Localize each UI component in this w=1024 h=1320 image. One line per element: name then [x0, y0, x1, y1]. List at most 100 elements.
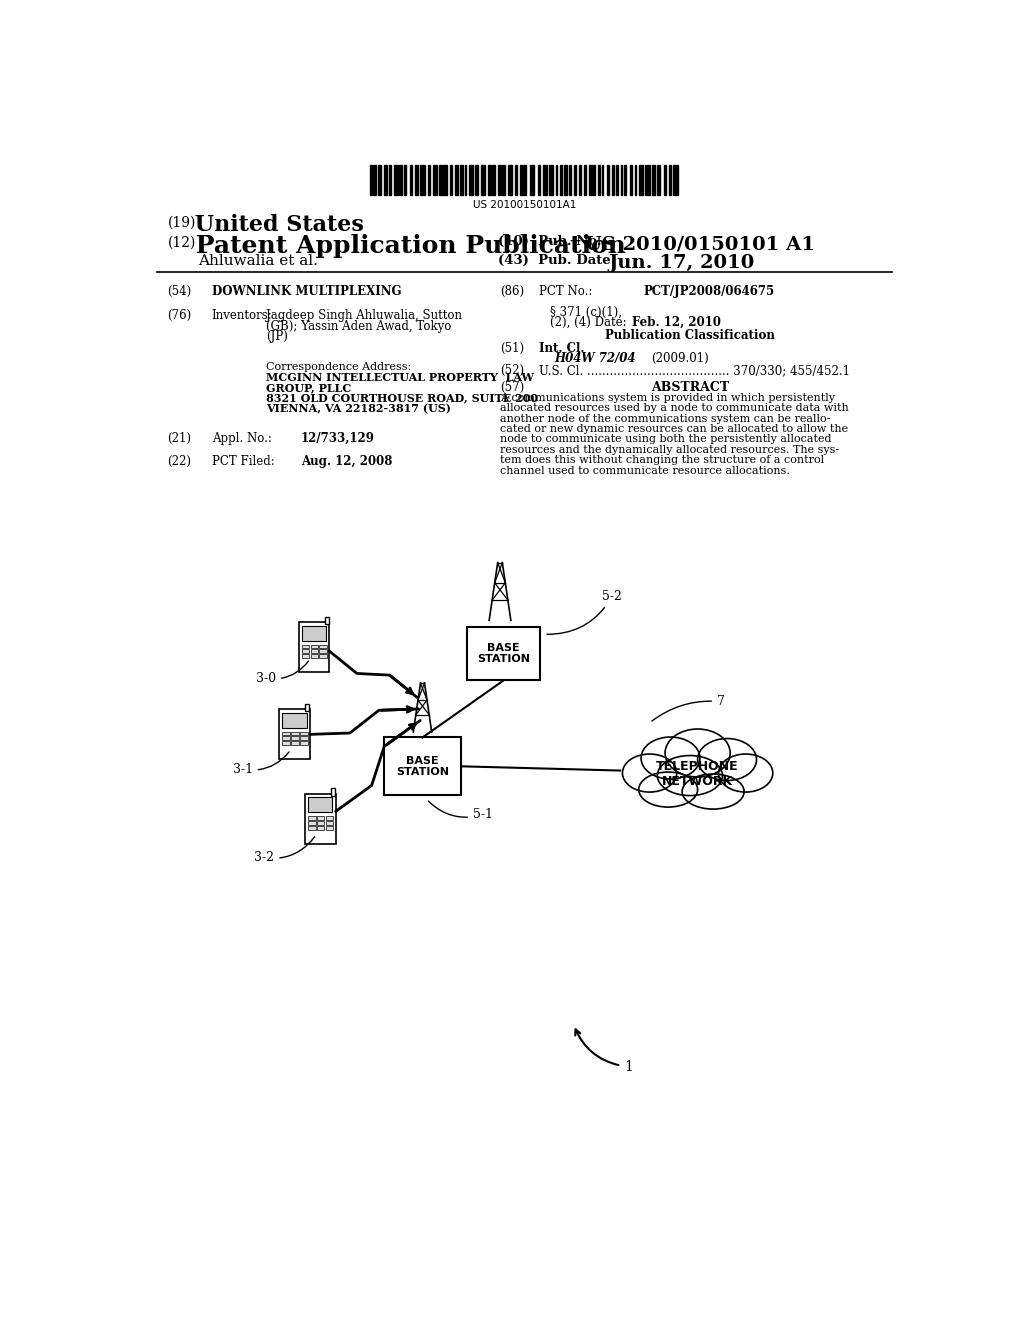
Bar	[319, 644, 327, 648]
Text: § 371 (c)(1),: § 371 (c)(1),	[550, 305, 623, 318]
Bar	[291, 731, 299, 735]
Bar	[602, 165, 603, 195]
Text: Feb. 12, 2010: Feb. 12, 2010	[632, 315, 721, 329]
Bar	[579, 165, 582, 195]
Bar	[645, 165, 646, 195]
Ellipse shape	[665, 729, 730, 777]
Text: US 2010/0150101 A1: US 2010/0150101 A1	[586, 235, 815, 253]
Text: (2009.01): (2009.01)	[651, 352, 709, 366]
Bar	[530, 165, 534, 195]
Bar	[283, 713, 307, 727]
Bar	[635, 165, 636, 195]
Bar	[428, 165, 430, 195]
Text: Patent Application Publication: Patent Application Publication	[187, 234, 626, 257]
Bar	[319, 649, 327, 653]
Text: U.S. Cl. ...................................... 370/330; 455/452.1: U.S. Cl. ...............................…	[539, 364, 850, 378]
Text: Inventors:: Inventors:	[212, 309, 272, 322]
Bar	[502, 165, 505, 195]
Text: (51): (51)	[500, 342, 524, 355]
Bar	[481, 165, 485, 195]
Text: 12/733,129: 12/733,129	[301, 432, 375, 445]
Text: channel used to communicate resource allocations.: channel used to communicate resource all…	[500, 466, 790, 475]
Bar	[543, 165, 547, 195]
Bar	[310, 644, 318, 648]
Bar	[523, 165, 526, 195]
Bar	[569, 165, 570, 195]
Bar	[657, 165, 660, 195]
Text: Appl. No.:: Appl. No.:	[212, 432, 271, 445]
Text: (GB); Yassin Aden Awad, Tokyo: (GB); Yassin Aden Awad, Tokyo	[266, 319, 452, 333]
Text: 5-2: 5-2	[547, 590, 623, 635]
Bar	[389, 165, 391, 195]
Bar	[415, 165, 418, 195]
Bar	[465, 165, 466, 195]
Bar	[283, 737, 290, 741]
Bar	[443, 165, 447, 195]
Text: VIENNA, VA 22182-3817 (US): VIENNA, VA 22182-3817 (US)	[266, 404, 451, 414]
Bar	[308, 826, 315, 830]
Bar	[308, 821, 315, 825]
Text: cated or new dynamic resources can be allocated to allow the: cated or new dynamic resources can be al…	[500, 424, 848, 434]
Text: 5-1: 5-1	[428, 801, 493, 821]
Text: tem does this without changing the structure of a control: tem does this without changing the struc…	[500, 455, 824, 465]
Bar	[508, 165, 512, 195]
Bar	[305, 795, 336, 843]
Bar	[433, 165, 436, 195]
Text: (10)  Pub. No.:: (10) Pub. No.:	[499, 235, 607, 248]
Text: (22): (22)	[167, 455, 190, 467]
Text: 8321 OLD COURTHOUSE ROAD, SUITE 200: 8321 OLD COURTHOUSE ROAD, SUITE 200	[266, 393, 538, 404]
Bar	[607, 165, 609, 195]
Bar	[326, 816, 333, 820]
Bar	[326, 826, 333, 830]
Bar	[621, 165, 623, 195]
Text: ABSTRACT: ABSTRACT	[651, 381, 729, 393]
Bar	[560, 165, 562, 195]
Text: A communications system is provided in which persistently: A communications system is provided in w…	[500, 393, 835, 403]
Text: (21): (21)	[167, 432, 190, 445]
Bar	[325, 616, 329, 624]
Text: (54): (54)	[167, 285, 191, 298]
Text: BASE
STATION: BASE STATION	[477, 643, 530, 664]
Text: 1: 1	[575, 1030, 633, 1074]
Text: 3-2: 3-2	[254, 837, 314, 865]
Text: PCT Filed:: PCT Filed:	[212, 455, 274, 467]
Bar	[630, 165, 632, 195]
Ellipse shape	[623, 754, 677, 792]
Text: (57): (57)	[500, 381, 524, 393]
Text: node to communicate using both the persistently allocated: node to communicate using both the persi…	[500, 434, 831, 445]
Bar	[493, 165, 495, 195]
Bar	[393, 165, 398, 195]
Bar	[299, 622, 330, 672]
Bar	[378, 165, 381, 195]
Bar	[639, 165, 643, 195]
Text: United States: United States	[187, 214, 364, 236]
Text: MCGINN INTELLECTUAL PROPERTY  LAW: MCGINN INTELLECTUAL PROPERTY LAW	[266, 372, 534, 383]
Bar	[593, 165, 595, 195]
Bar	[652, 165, 655, 195]
Bar	[549, 165, 553, 195]
Bar	[384, 738, 461, 795]
Bar	[300, 731, 307, 735]
Bar	[291, 742, 299, 744]
Ellipse shape	[719, 754, 773, 792]
Text: Ahluwalia et al.: Ahluwalia et al.	[198, 253, 317, 268]
Text: Publication Classification: Publication Classification	[605, 330, 775, 342]
Ellipse shape	[641, 737, 700, 779]
Text: (2), (4) Date:: (2), (4) Date:	[550, 315, 627, 329]
Bar	[615, 165, 617, 195]
Text: H04W 72/04: H04W 72/04	[554, 352, 636, 366]
Bar	[370, 165, 372, 195]
Text: resources and the dynamically allocated resources. The sys-: resources and the dynamically allocated …	[500, 445, 839, 455]
Text: 3-1: 3-1	[232, 752, 289, 776]
Text: another node of the communications system can be reallo-: another node of the communications syste…	[500, 413, 830, 424]
Bar	[598, 165, 600, 195]
Text: (43)  Pub. Date:: (43) Pub. Date:	[499, 253, 616, 267]
Bar	[475, 165, 478, 195]
Text: Aug. 12, 2008: Aug. 12, 2008	[301, 455, 392, 467]
Text: (76): (76)	[167, 309, 191, 322]
Bar	[612, 165, 614, 195]
Text: BASE
STATION: BASE STATION	[396, 755, 449, 777]
Text: Jun. 17, 2010: Jun. 17, 2010	[608, 253, 755, 272]
Bar	[374, 165, 376, 195]
Bar	[302, 644, 309, 648]
